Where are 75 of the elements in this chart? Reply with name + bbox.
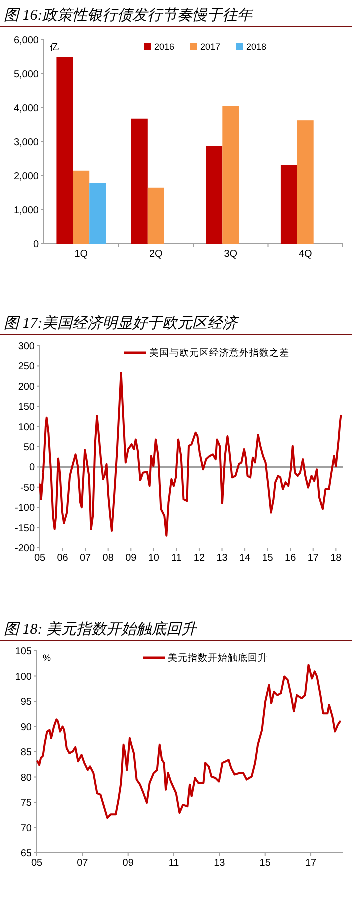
x-tick-label: 17 bbox=[308, 553, 320, 564]
y-tick-label: 70 bbox=[20, 823, 32, 834]
chart-title: 图 18: 美元指数开始触底回升 bbox=[4, 621, 198, 638]
x-tick-label: 11 bbox=[168, 858, 180, 869]
x-tick-label: 1Q bbox=[74, 249, 88, 260]
y-tick-label: 100 bbox=[18, 422, 36, 434]
x-tick-label: 16 bbox=[285, 553, 297, 564]
chart-title: 图 17:美国经济明显好于欧元区经济 bbox=[4, 315, 241, 332]
y-tick-label: 0 bbox=[33, 240, 40, 250]
y-tick-label: 0 bbox=[29, 462, 36, 474]
x-tick-label: 06 bbox=[57, 553, 69, 564]
legend-label: 2016 bbox=[154, 42, 175, 52]
legend: 美元指数开始触底回升 bbox=[143, 653, 268, 664]
y-tick-label: 200 bbox=[18, 382, 36, 393]
x-tick-label: 05 bbox=[34, 553, 46, 564]
bar bbox=[148, 188, 164, 244]
y-tick-label: 5,000 bbox=[14, 70, 40, 80]
bar bbox=[90, 183, 106, 244]
x-tick-label: 17 bbox=[305, 858, 318, 869]
x-tick-label: 08 bbox=[102, 553, 114, 564]
bar bbox=[222, 106, 240, 244]
y-tick-label: 75 bbox=[20, 798, 32, 809]
x-tick-label: 15 bbox=[262, 553, 274, 564]
bar bbox=[280, 165, 298, 244]
x-tick-label: 18 bbox=[330, 553, 342, 564]
bar bbox=[297, 120, 314, 244]
y-tick-label: 95 bbox=[20, 697, 32, 708]
x-tick-label: 13 bbox=[216, 553, 228, 564]
line-series bbox=[39, 372, 342, 537]
x-tick-label: 3Q bbox=[224, 249, 238, 260]
bar bbox=[73, 170, 90, 244]
y-tick-label: 100 bbox=[15, 672, 32, 683]
x-tick-label: 07 bbox=[80, 553, 92, 564]
y-tick-label: 2,000 bbox=[14, 172, 40, 182]
bar bbox=[206, 146, 223, 244]
legend-label: 2018 bbox=[246, 42, 267, 52]
y-tick-label: 1,000 bbox=[14, 206, 40, 216]
x-tick-label: 11 bbox=[171, 553, 182, 564]
y-tick-label: 85 bbox=[20, 748, 32, 758]
x-tick-label: 05 bbox=[31, 858, 43, 869]
y-axis-title: % bbox=[43, 653, 52, 663]
y-tick-label: -150 bbox=[14, 523, 36, 534]
x-tick-label: 4Q bbox=[298, 249, 313, 260]
y-tick-label: -50 bbox=[20, 482, 36, 494]
x-tick-label: 12 bbox=[194, 553, 206, 564]
x-tick-label: 14 bbox=[239, 553, 252, 564]
y-tick-label: 250 bbox=[18, 362, 36, 373]
x-tick-label: 15 bbox=[260, 858, 272, 869]
y-tick-label: 50 bbox=[24, 442, 36, 454]
y-tick-label: 65 bbox=[20, 848, 32, 860]
legend-label: 2017 bbox=[200, 42, 221, 52]
legend-label: 美元指数开始触底回升 bbox=[168, 652, 268, 664]
y-axis-title: 亿 bbox=[49, 42, 59, 52]
y-tick-label: 300 bbox=[18, 342, 36, 352]
y-tick-label: 105 bbox=[15, 646, 32, 658]
y-tick-label: 4,000 bbox=[14, 104, 40, 114]
y-tick-label: -100 bbox=[14, 503, 36, 514]
chart-title: 图 16:政策性银行债发行节奏慢于往年 bbox=[4, 7, 255, 24]
y-tick-label: 80 bbox=[20, 772, 32, 784]
bar bbox=[131, 118, 148, 244]
line-series bbox=[36, 664, 342, 820]
x-tick-label: 09 bbox=[122, 858, 134, 869]
y-tick-label: 3,000 bbox=[14, 138, 40, 148]
x-tick-label: 07 bbox=[77, 858, 89, 869]
x-tick-label: 2Q bbox=[149, 249, 164, 260]
y-tick-label: 150 bbox=[18, 402, 36, 414]
legend-label: 美国与欧元区经济意外指数之差 bbox=[150, 347, 290, 359]
y-tick-label: 6,000 bbox=[14, 36, 40, 46]
x-tick-label: 09 bbox=[126, 553, 138, 564]
x-tick-label: 13 bbox=[214, 858, 226, 869]
y-tick-label: 90 bbox=[20, 722, 32, 734]
bar bbox=[56, 57, 74, 244]
x-tick-label: 10 bbox=[148, 553, 160, 564]
y-tick-label: -200 bbox=[14, 544, 36, 554]
legend: 美国与欧元区经济意外指数之差 bbox=[124, 348, 290, 359]
